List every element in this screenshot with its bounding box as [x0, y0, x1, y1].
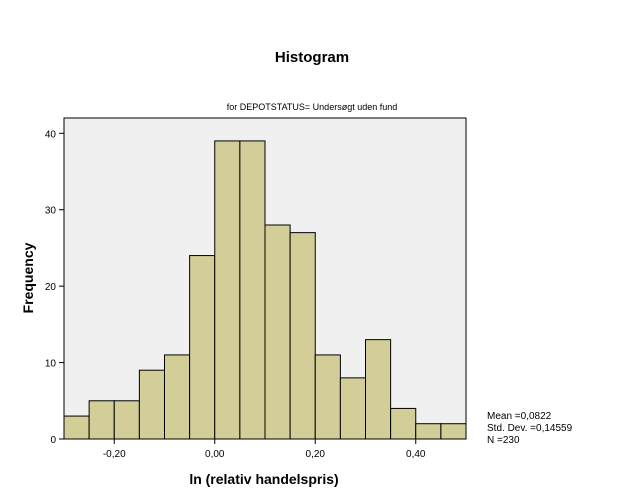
x-tick-label-3: 0,40	[406, 449, 426, 460]
y-axis: 0 10 20 30 40	[45, 129, 64, 446]
histogram-bar-4	[164, 354, 191, 440]
histogram-bar-11	[339, 377, 366, 440]
x-tick-label-2: 0,20	[306, 449, 326, 460]
histogram-bar-13	[390, 407, 417, 440]
histogram-bar-6	[214, 140, 241, 440]
stat-n: N =230	[487, 435, 520, 446]
histogram-bar-14	[415, 423, 442, 440]
bars-group	[63, 140, 467, 440]
x-tick-label-1: 0,00	[205, 449, 225, 460]
chart-subtitle: for DEPOTSTATUS= Undersøgt uden fund	[227, 102, 398, 112]
histogram-bar-9	[289, 232, 316, 440]
y-tick-label-3: 30	[45, 206, 57, 217]
y-tick-label-4: 40	[45, 129, 57, 140]
x-tick-label-0: -0,20	[103, 449, 126, 460]
y-tick-label-2: 20	[45, 282, 57, 293]
stat-mean: Mean =0,0822	[487, 411, 552, 422]
stat-std-dev: Std. Dev. =0,14559	[487, 423, 573, 434]
x-axis: -0,20 0,00 0,20 0,40	[103, 439, 426, 460]
histogram-bar-12	[365, 339, 392, 440]
y-axis-label: Frequency	[20, 242, 36, 313]
histogram-bar-0	[63, 415, 90, 440]
x-axis-label: ln (relativ handelspris)	[189, 471, 338, 487]
histogram-bar-1	[88, 400, 115, 440]
y-tick-label-0: 0	[50, 435, 56, 446]
histogram-bar-15	[440, 423, 467, 440]
histogram-bar-5	[189, 255, 216, 440]
y-tick-label-1: 10	[45, 359, 57, 370]
histogram-bar-10	[314, 354, 341, 440]
histogram-bar-3	[138, 369, 165, 440]
chart-title: Histogram	[275, 49, 349, 66]
histogram-bar-2	[113, 400, 140, 440]
histogram-bar-7	[239, 140, 266, 440]
histogram-bar-8	[264, 224, 291, 440]
